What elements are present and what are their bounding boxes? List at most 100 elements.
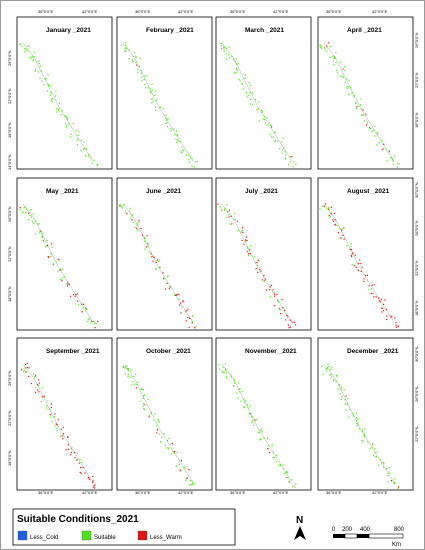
habitat-cell	[346, 245, 348, 247]
habitat-cell	[187, 308, 189, 310]
habitat-cell	[88, 153, 90, 155]
habitat-cell	[333, 63, 335, 65]
legend-label-suitable: Suitable	[94, 535, 116, 541]
habitat-cell	[127, 374, 129, 376]
habitat-cell	[192, 483, 194, 485]
habitat-cell	[273, 305, 276, 307]
habitat-cell	[288, 327, 290, 329]
panel-frame	[215, 337, 312, 491]
habitat-cell	[194, 327, 196, 329]
habitat-cell	[289, 319, 291, 321]
habitat-cell	[52, 263, 54, 265]
habitat-cell	[383, 303, 385, 305]
habitat-cell	[35, 68, 37, 70]
habitat-cell	[130, 218, 132, 220]
habitat-cell	[131, 219, 133, 221]
habitat-cell	[382, 466, 385, 468]
habitat-cell	[279, 148, 281, 150]
habitat-cell	[241, 239, 243, 242]
habitat-cell	[387, 475, 389, 477]
habitat-cell	[26, 367, 28, 369]
habitat-cell	[290, 156, 292, 158]
habitat-cell	[152, 100, 154, 103]
habitat-cell	[124, 373, 126, 375]
habitat-cell	[51, 247, 53, 249]
habitat-cell	[61, 110, 63, 112]
habitat-cell	[178, 298, 180, 300]
habitat-cell	[150, 413, 152, 415]
habitat-cell	[184, 311, 186, 313]
habitat-cell	[341, 229, 343, 231]
habitat-cell	[65, 116, 67, 118]
habitat-cell	[47, 400, 49, 402]
habitat-cell	[263, 275, 265, 277]
habitat-cell	[190, 156, 192, 158]
habitat-cell	[166, 126, 169, 128]
habitat-cell	[158, 259, 160, 261]
habitat-cell	[251, 415, 253, 417]
habitat-cell	[170, 130, 172, 132]
habitat-cell	[392, 160, 394, 162]
habitat-cell	[32, 60, 34, 62]
habitat-cell	[176, 135, 178, 137]
habitat-cell	[130, 370, 132, 372]
habitat-cell	[387, 472, 389, 474]
panel-title: September _2021	[46, 348, 100, 355]
habitat-cell	[235, 63, 238, 65]
habitat-cell	[123, 203, 125, 205]
habitat-cell	[357, 269, 359, 272]
habitat-cell	[257, 108, 259, 110]
habitat-cell	[259, 429, 262, 432]
habitat-cell	[325, 208, 327, 210]
panel-title: May _2021	[46, 188, 79, 195]
habitat-cell	[356, 106, 358, 108]
coastline	[22, 203, 94, 323]
habitat-cell	[362, 114, 364, 116]
habitat-cell	[266, 437, 268, 439]
habitat-cell	[222, 366, 224, 369]
habitat-cell	[70, 136, 72, 138]
habitat-cell	[220, 209, 222, 211]
panel-frame	[116, 16, 213, 170]
habitat-cell	[270, 284, 272, 286]
habitat-cell	[226, 377, 228, 379]
habitat-cell	[353, 265, 355, 267]
map-panel-september: September _2021	[16, 337, 113, 491]
habitat-cell	[46, 405, 48, 407]
habitat-cell	[229, 57, 231, 59]
habitat-cell	[243, 398, 245, 400]
habitat-cell	[85, 307, 87, 309]
legend-label-less-warm: Less_Warm	[150, 535, 182, 541]
habitat-cell	[94, 487, 96, 489]
habitat-cell	[258, 120, 260, 122]
habitat-cell	[24, 369, 26, 371]
panel-title: April _2021	[347, 27, 382, 34]
habitat-cell	[194, 166, 196, 168]
habitat-cell	[335, 61, 337, 64]
habitat-cell	[272, 457, 274, 459]
habitat-cell	[24, 367, 26, 369]
habitat-cell	[221, 42, 223, 45]
habitat-cell	[243, 78, 245, 80]
habitat-cell	[173, 452, 175, 454]
habitat-cell	[242, 88, 244, 90]
habitat-cell	[272, 289, 274, 291]
habitat-cell	[376, 144, 378, 146]
habitat-cell	[223, 372, 225, 374]
habitat-cell	[269, 133, 271, 136]
habitat-cell	[278, 308, 280, 310]
habitat-cell	[125, 44, 127, 46]
habitat-cell	[350, 249, 352, 251]
habitat-cell	[226, 52, 228, 54]
habitat-cell	[20, 43, 22, 46]
habitat-cell	[25, 49, 27, 51]
habitat-cell	[379, 301, 381, 303]
habitat-cell	[67, 436, 69, 439]
habitat-cell	[326, 45, 328, 47]
habitat-cell	[324, 48, 326, 50]
habitat-cell	[224, 368, 226, 370]
habitat-cell	[373, 129, 375, 132]
habitat-cell	[241, 390, 243, 392]
habitat-cell	[264, 278, 266, 280]
habitat-cell	[57, 258, 59, 260]
